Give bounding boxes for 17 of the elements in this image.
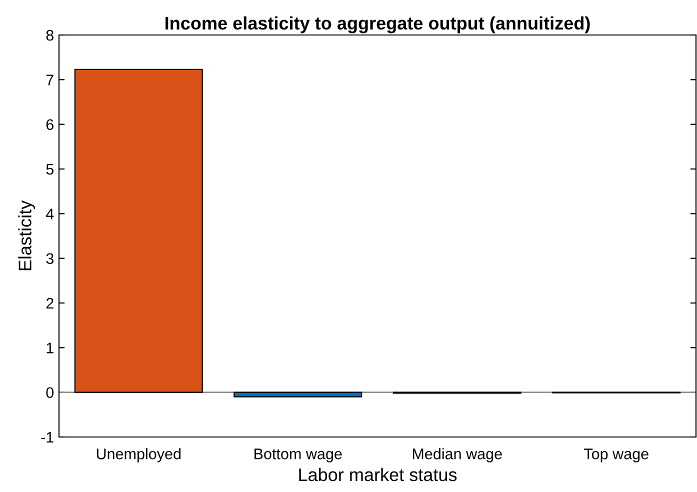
y-tick-label: 3 (46, 253, 54, 264)
y-tick-label: 7 (46, 74, 54, 86)
y-tick-label: 8 (46, 30, 54, 41)
x-tick-label: Unemployed (96, 448, 181, 462)
x-tick-label: Bottom wage (254, 448, 342, 462)
y-tick-label: 5 (46, 164, 54, 175)
y-tick-label: 2 (46, 298, 54, 309)
x-tick-label: Median wage (412, 448, 502, 462)
y-tick-label: 6 (46, 119, 54, 130)
chart-title: Income elasticity to aggregate output (annuitized) (166, 16, 590, 34)
y-tick-label: 1 (46, 342, 54, 354)
y-axis-title: Elasticity (18, 200, 35, 270)
x-axis-title: Labor market status (299, 468, 457, 482)
y-tick-label: 0 (46, 387, 54, 398)
x-tick-label: Top wage (584, 448, 648, 462)
y-tick-label: 4 (46, 208, 54, 220)
y-tick-label: -1 (41, 432, 54, 443)
